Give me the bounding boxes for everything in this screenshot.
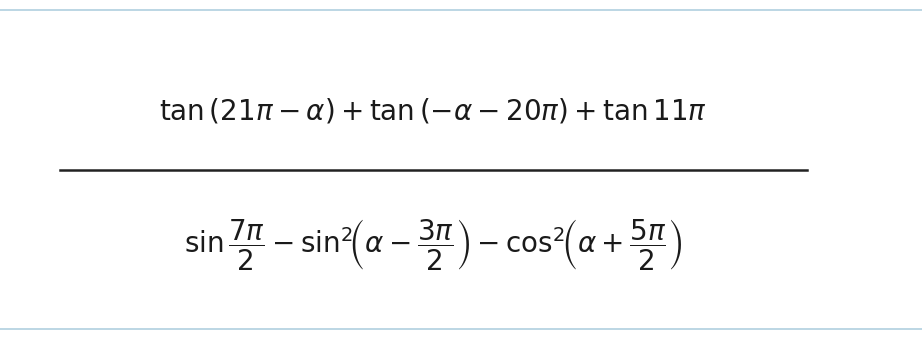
Text: $\mathrm{tan}\,(21\pi - \alpha) + \mathrm{tan}\,(-\alpha - 20\pi) + \mathrm{tan}: $\mathrm{tan}\,(21\pi - \alpha) + \mathr… bbox=[160, 96, 707, 125]
Text: $\mathrm{sin}\,\dfrac{7\pi}{2} - \mathrm{sin}^2\!\left(\alpha - \dfrac{3\pi}{2}\: $\mathrm{sin}\,\dfrac{7\pi}{2} - \mathrm… bbox=[184, 217, 682, 272]
